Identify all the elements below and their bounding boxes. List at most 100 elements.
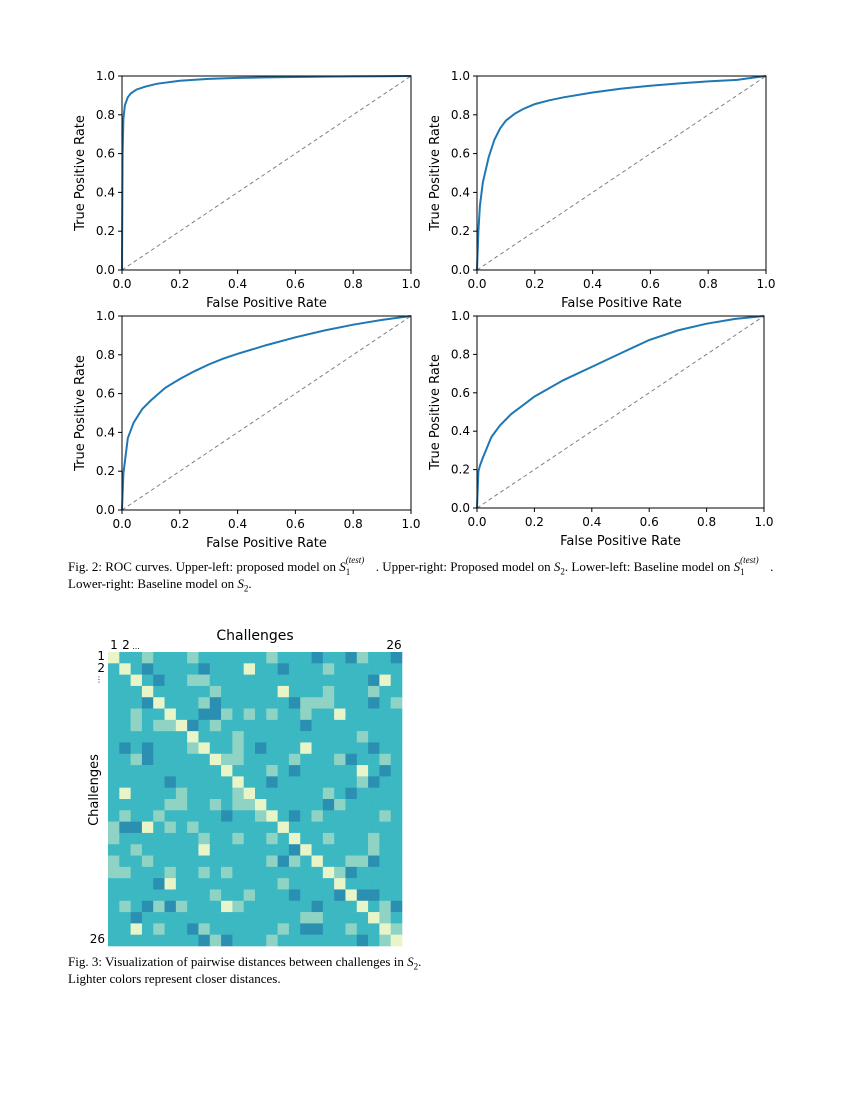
heatmap-cell bbox=[390, 866, 403, 879]
heatmap-cell bbox=[153, 923, 165, 935]
heatmap-cell bbox=[119, 810, 131, 822]
heatmap-cell bbox=[277, 844, 290, 856]
heatmap-cell bbox=[209, 821, 222, 834]
heatmap-cell bbox=[334, 674, 346, 687]
heatmap-cell bbox=[379, 934, 391, 947]
heatmap-cell bbox=[164, 742, 177, 755]
heatmap-cell bbox=[232, 878, 244, 890]
heatmap-cell bbox=[379, 674, 391, 687]
heatmap-cell bbox=[232, 719, 244, 732]
roc-lower-left-ytick-label: 0.2 bbox=[96, 464, 115, 478]
heatmap-cell bbox=[255, 810, 267, 822]
heatmap-cell bbox=[108, 719, 120, 732]
heatmap-cell bbox=[277, 674, 290, 687]
heatmap-cell bbox=[243, 685, 256, 698]
heatmap-cell bbox=[187, 674, 199, 687]
heatmap-cell bbox=[187, 776, 199, 788]
heatmap-ytick-1: 1 bbox=[97, 649, 105, 663]
heatmap-cell bbox=[255, 787, 267, 800]
roc-lower-left-series-ROC bbox=[121, 315, 412, 511]
heatmap-cell bbox=[187, 855, 199, 868]
heatmap-cell bbox=[187, 934, 199, 947]
heatmap-cell bbox=[311, 708, 324, 721]
heatmap-cell bbox=[390, 674, 403, 687]
heatmap-cell bbox=[153, 844, 165, 856]
heatmap-cell bbox=[300, 685, 312, 698]
heatmap-cell bbox=[221, 731, 233, 743]
fig2-supsub: (test) 1 bbox=[346, 555, 376, 577]
heatmap-cell bbox=[198, 685, 211, 698]
heatmap-cell bbox=[266, 900, 278, 913]
heatmap-cell bbox=[368, 697, 380, 709]
heatmap-cell bbox=[221, 855, 233, 868]
heatmap-cell bbox=[356, 821, 369, 834]
heatmap-cell bbox=[390, 832, 403, 845]
heatmap-cell bbox=[277, 708, 290, 721]
heatmap-cell bbox=[175, 753, 188, 766]
heatmap-cell bbox=[356, 912, 369, 924]
heatmap-cell bbox=[345, 900, 358, 913]
heatmap-cell bbox=[345, 776, 358, 788]
heatmap-cell bbox=[345, 685, 358, 698]
heatmap-cell bbox=[198, 821, 211, 834]
heatmap-cell bbox=[164, 674, 177, 687]
roc-lower-right-series-ROC bbox=[476, 315, 765, 509]
heatmap-cell bbox=[209, 685, 222, 698]
heatmap-cell bbox=[164, 719, 177, 732]
fig2-sub-1: 1 bbox=[345, 567, 351, 577]
heatmap-cell bbox=[255, 923, 267, 935]
heatmap-cell bbox=[175, 810, 188, 822]
heatmap-cell bbox=[266, 652, 278, 664]
heatmap-cell bbox=[209, 742, 222, 755]
heatmap-cell bbox=[379, 855, 391, 868]
heatmap-cell bbox=[130, 912, 143, 924]
heatmap-cell bbox=[175, 663, 188, 675]
heatmap-cell bbox=[368, 912, 380, 924]
heatmap-cell bbox=[175, 765, 188, 777]
heatmap-cell bbox=[368, 799, 380, 811]
heatmap-cell bbox=[311, 923, 324, 935]
heatmap-cell bbox=[232, 810, 244, 822]
heatmap-xtick-ellipsis: ... bbox=[132, 642, 140, 651]
heatmap-cell bbox=[311, 697, 324, 709]
heatmap-cell bbox=[356, 889, 369, 902]
heatmap-cell bbox=[356, 923, 369, 935]
heatmap-cell bbox=[164, 923, 177, 935]
heatmap-cell bbox=[221, 742, 233, 755]
heatmap-cell bbox=[243, 742, 256, 755]
heatmap-cell bbox=[164, 697, 177, 709]
heatmap-cell bbox=[198, 878, 211, 890]
heatmap-cell bbox=[153, 776, 165, 788]
heatmap-cell bbox=[334, 934, 346, 947]
fig2-text-5: . Lower-right: Baseline model on bbox=[68, 559, 774, 591]
heatmap-cell bbox=[255, 652, 267, 664]
heatmap-cell bbox=[345, 719, 358, 732]
heatmap-cell bbox=[108, 821, 120, 834]
fig3-text-2: in bbox=[393, 954, 404, 969]
heatmap-cell bbox=[141, 765, 154, 777]
heatmap-cell bbox=[108, 708, 120, 721]
heatmap-cell bbox=[277, 810, 290, 822]
heatmap-cell bbox=[345, 708, 358, 721]
heatmap-cell bbox=[390, 855, 403, 868]
roc-lower-right-ytick-label: 0.0 bbox=[451, 501, 470, 515]
heatmap-cell bbox=[175, 776, 188, 788]
fig2-text-6: . bbox=[248, 576, 252, 591]
heatmap-figure: Challenges 1 2 ... 26 1 2 ⋮ 26 Challenge… bbox=[87, 628, 403, 947]
heatmap-cell bbox=[266, 731, 278, 743]
heatmap-cell bbox=[334, 844, 346, 856]
heatmap-cell bbox=[255, 765, 267, 777]
heatmap-cell bbox=[300, 663, 312, 675]
heatmap-cell bbox=[277, 697, 290, 709]
heatmap-cell bbox=[209, 934, 222, 947]
heatmap-cell bbox=[322, 776, 335, 788]
heatmap-cell bbox=[243, 832, 256, 845]
fig2-sub-2-2: 2 bbox=[243, 583, 249, 594]
heatmap-cell bbox=[390, 719, 403, 732]
heatmap-cell bbox=[198, 776, 211, 788]
heatmap-cell bbox=[334, 776, 346, 788]
heatmap-cell bbox=[368, 844, 380, 856]
heatmap-cell bbox=[108, 912, 120, 924]
heatmap-cell bbox=[288, 776, 301, 788]
